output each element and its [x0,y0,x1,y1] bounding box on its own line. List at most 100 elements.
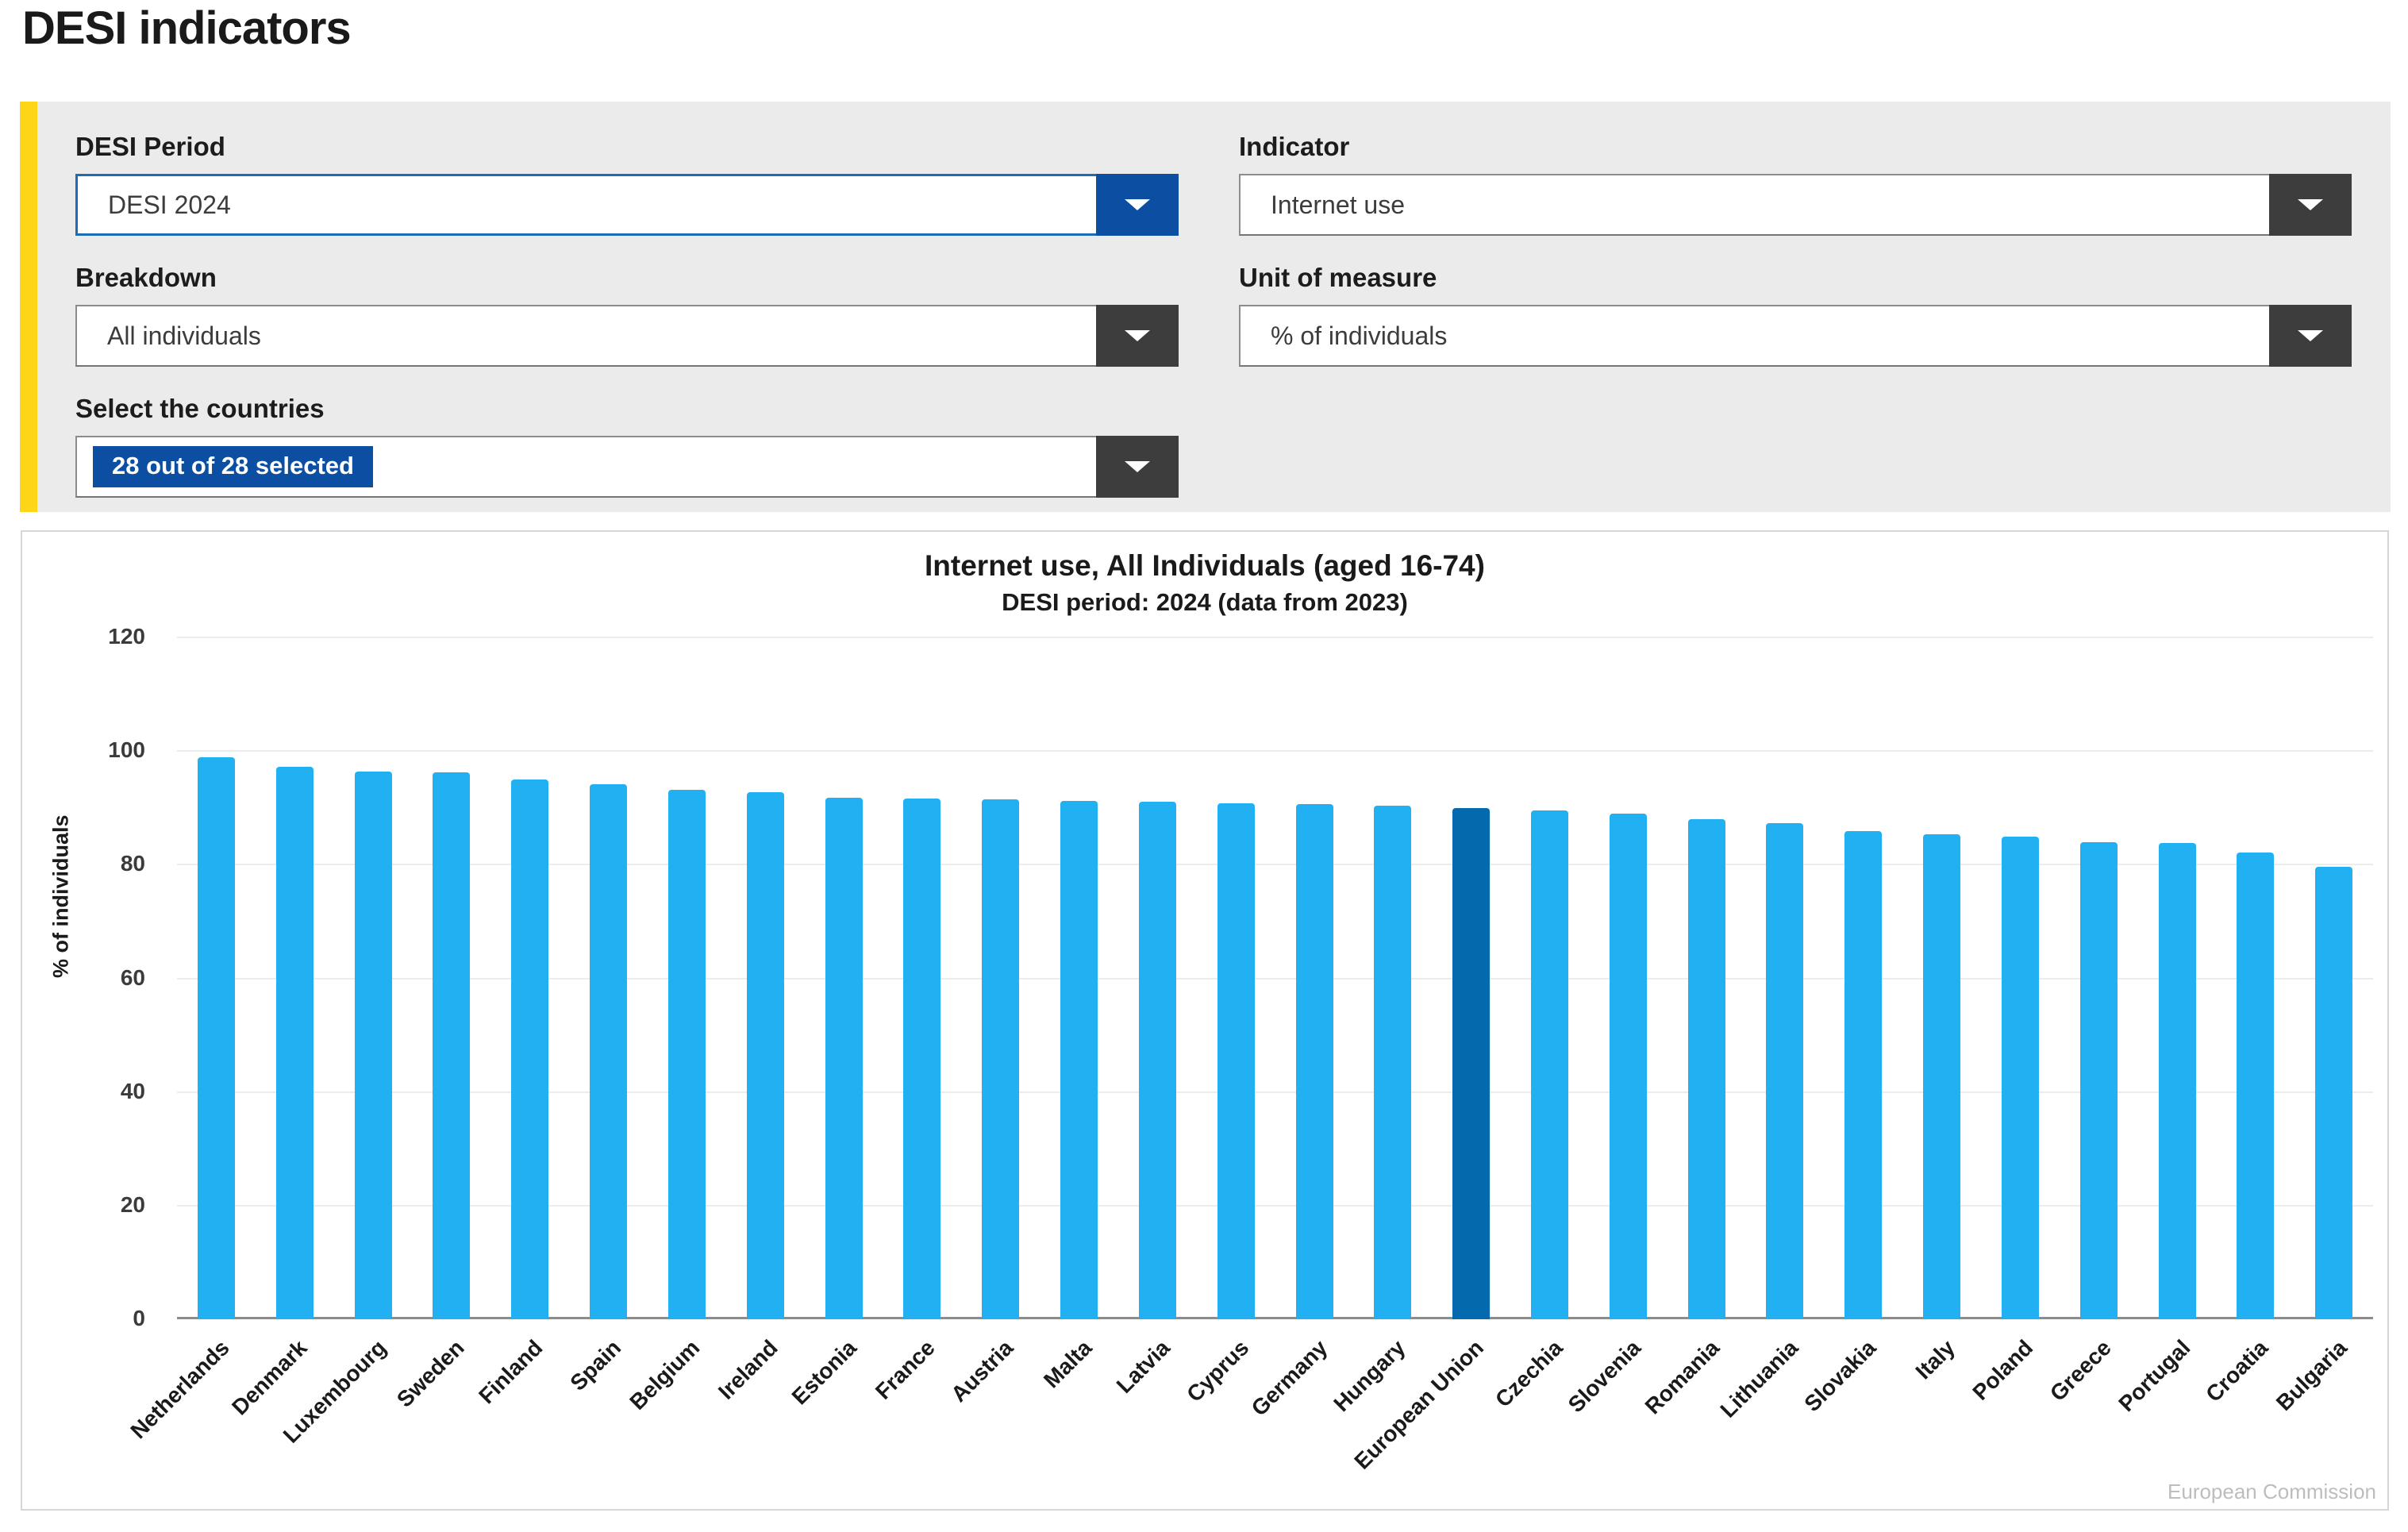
unit-select[interactable]: % of individuals [1239,305,2352,367]
bar-germany[interactable] [1295,804,1333,1319]
chevron-down-icon [2298,199,2323,210]
bar-slot: Luxembourg [278,637,413,1448]
bar-slot: Estonia [787,637,883,1409]
filter-column-left: DESI Period DESI 2024 Breakdown All indi… [75,132,1179,525]
desi-period-select[interactable]: DESI 2024 [75,174,1179,236]
bar-hungary[interactable] [1374,805,1412,1319]
gridline [177,1204,2373,1207]
bar-slot: Cyprus [1182,637,1275,1407]
indicator-select[interactable]: Internet use [1239,174,2352,236]
bar-slovakia[interactable] [1844,831,1883,1319]
chevron-down-icon [1125,330,1150,341]
bar-slot: Finland [474,637,569,1408]
desi-period-value: DESI 2024 [108,190,231,219]
bar-bulgaria[interactable] [2315,867,2353,1319]
x-tick-label: Slovakia [1799,1335,1881,1417]
bar-slot: Sweden [392,637,490,1412]
x-tick-label: Poland [1968,1335,2038,1405]
field-desi-period: DESI Period DESI 2024 [75,132,1179,236]
y-tick-label: 100 [108,737,145,763]
gridline [177,1317,2373,1319]
bar-slot: Bulgaria [2271,637,2373,1415]
bar-slot: Romania [1641,637,1746,1419]
bar-slot: European Union [1350,637,1510,1474]
chart-card: Internet use, All Individuals (aged 16-7… [21,530,2389,1511]
bar-italy[interactable] [1923,834,1961,1319]
filter-panel-inner: DESI Period DESI 2024 Breakdown All indi… [37,102,2391,525]
chart-title: Internet use, All Individuals (aged 16-7… [925,549,1485,582]
gridline [177,864,2373,866]
countries-label: Select the countries [75,394,325,423]
bar-slot: Croatia [2202,637,2295,1407]
bar-slot: Latvia [1112,637,1197,1398]
countries-dropdown-button[interactable] [1096,436,1179,498]
chevron-down-icon [1125,461,1150,472]
bar-finland[interactable] [511,779,549,1319]
chart-subtitle: DESI period: 2024 (data from 2023) [1002,588,1408,616]
gridline [177,1091,2373,1093]
unit-value: % of individuals [1271,321,1448,350]
x-tick-label: Belgium [625,1335,705,1415]
indicator-value: Internet use [1271,190,1405,219]
bar-croatia[interactable] [2237,853,2275,1319]
x-tick-label: Cyprus [1181,1335,1254,1407]
page-title: DESI indicators [22,2,352,54]
x-tick-label: Slovenia [1563,1335,1646,1418]
bar-estonia[interactable] [825,797,863,1319]
filter-column-right: Indicator Internet use Unit of measure %… [1239,132,2352,525]
bar-malta[interactable] [1060,801,1098,1319]
bar-france[interactable] [903,798,941,1319]
gridline [177,750,2373,753]
x-tick-label: Romania [1640,1335,1725,1419]
bar-ireland[interactable] [746,791,784,1319]
gridline [177,637,2373,638]
x-tick-label: Czechia [1490,1335,1568,1412]
desi-period-dropdown-button[interactable] [1096,174,1179,236]
y-tick-label: 40 [120,1078,145,1103]
indicator-dropdown-button[interactable] [2269,174,2352,236]
bar-slot: Netherlands [125,637,256,1443]
bar-poland[interactable] [2001,837,2039,1319]
bar-belgium[interactable] [667,789,706,1319]
bar-spain[interactable] [590,784,628,1319]
x-tick-label: Austria [946,1335,1018,1407]
unit-label: Unit of measure [1239,263,1437,292]
bar-portugal[interactable] [2158,843,2196,1319]
bar-sweden[interactable] [433,772,471,1319]
bar-romania[interactable] [1687,819,1725,1319]
bar-series: Netherlands Denmark Luxembourg Sweden Finlan… [125,637,2373,1474]
gridline [177,977,2373,980]
bar-lithuania[interactable] [1766,823,1804,1319]
bar-slot: Slovakia [1799,637,1902,1416]
plot-area: 0 20 40 60 80 100 120 Netherlands Denmark Luxembo… [108,624,2373,1474]
bar-cyprus[interactable] [1217,803,1255,1319]
x-tick-label: Malta [1038,1335,1097,1393]
countries-select[interactable]: 28 out of 28 selected [75,436,1179,498]
bar-slot: Greece [2045,637,2138,1406]
x-tick-label: France [870,1335,940,1404]
bar-czechia[interactable] [1530,810,1568,1319]
bar-european-union[interactable] [1452,807,1491,1319]
unit-dropdown-button[interactable] [2269,305,2352,367]
x-tick-label: Lithuania [1714,1335,1802,1422]
bar-slot: Spain [566,637,648,1395]
bar-greece[interactable] [2079,841,2118,1319]
bar-denmark[interactable] [275,766,314,1319]
bar-slot: Ireland [714,637,805,1404]
breakdown-select[interactable]: All individuals [75,305,1179,367]
x-tick-label: Italy [1910,1335,1960,1384]
bar-slovenia[interactable] [1609,813,1647,1319]
x-tick-label: Sweden [392,1335,469,1412]
bar-netherlands[interactable] [197,757,235,1319]
x-tick-label: Hungary [1329,1335,1410,1417]
x-tick-label: Estonia [787,1335,861,1410]
bar-slot: France [871,637,961,1404]
bar-latvia[interactable] [1138,801,1176,1319]
bar-austria[interactable] [982,799,1020,1319]
x-tick-label: Germany [1246,1335,1332,1421]
bar-luxembourg[interactable] [354,771,392,1319]
breakdown-dropdown-button[interactable] [1096,305,1179,367]
bar-slot: Portugal [2114,637,2217,1416]
breakdown-value: All individuals [107,321,261,350]
y-tick-label: 80 [120,851,145,876]
